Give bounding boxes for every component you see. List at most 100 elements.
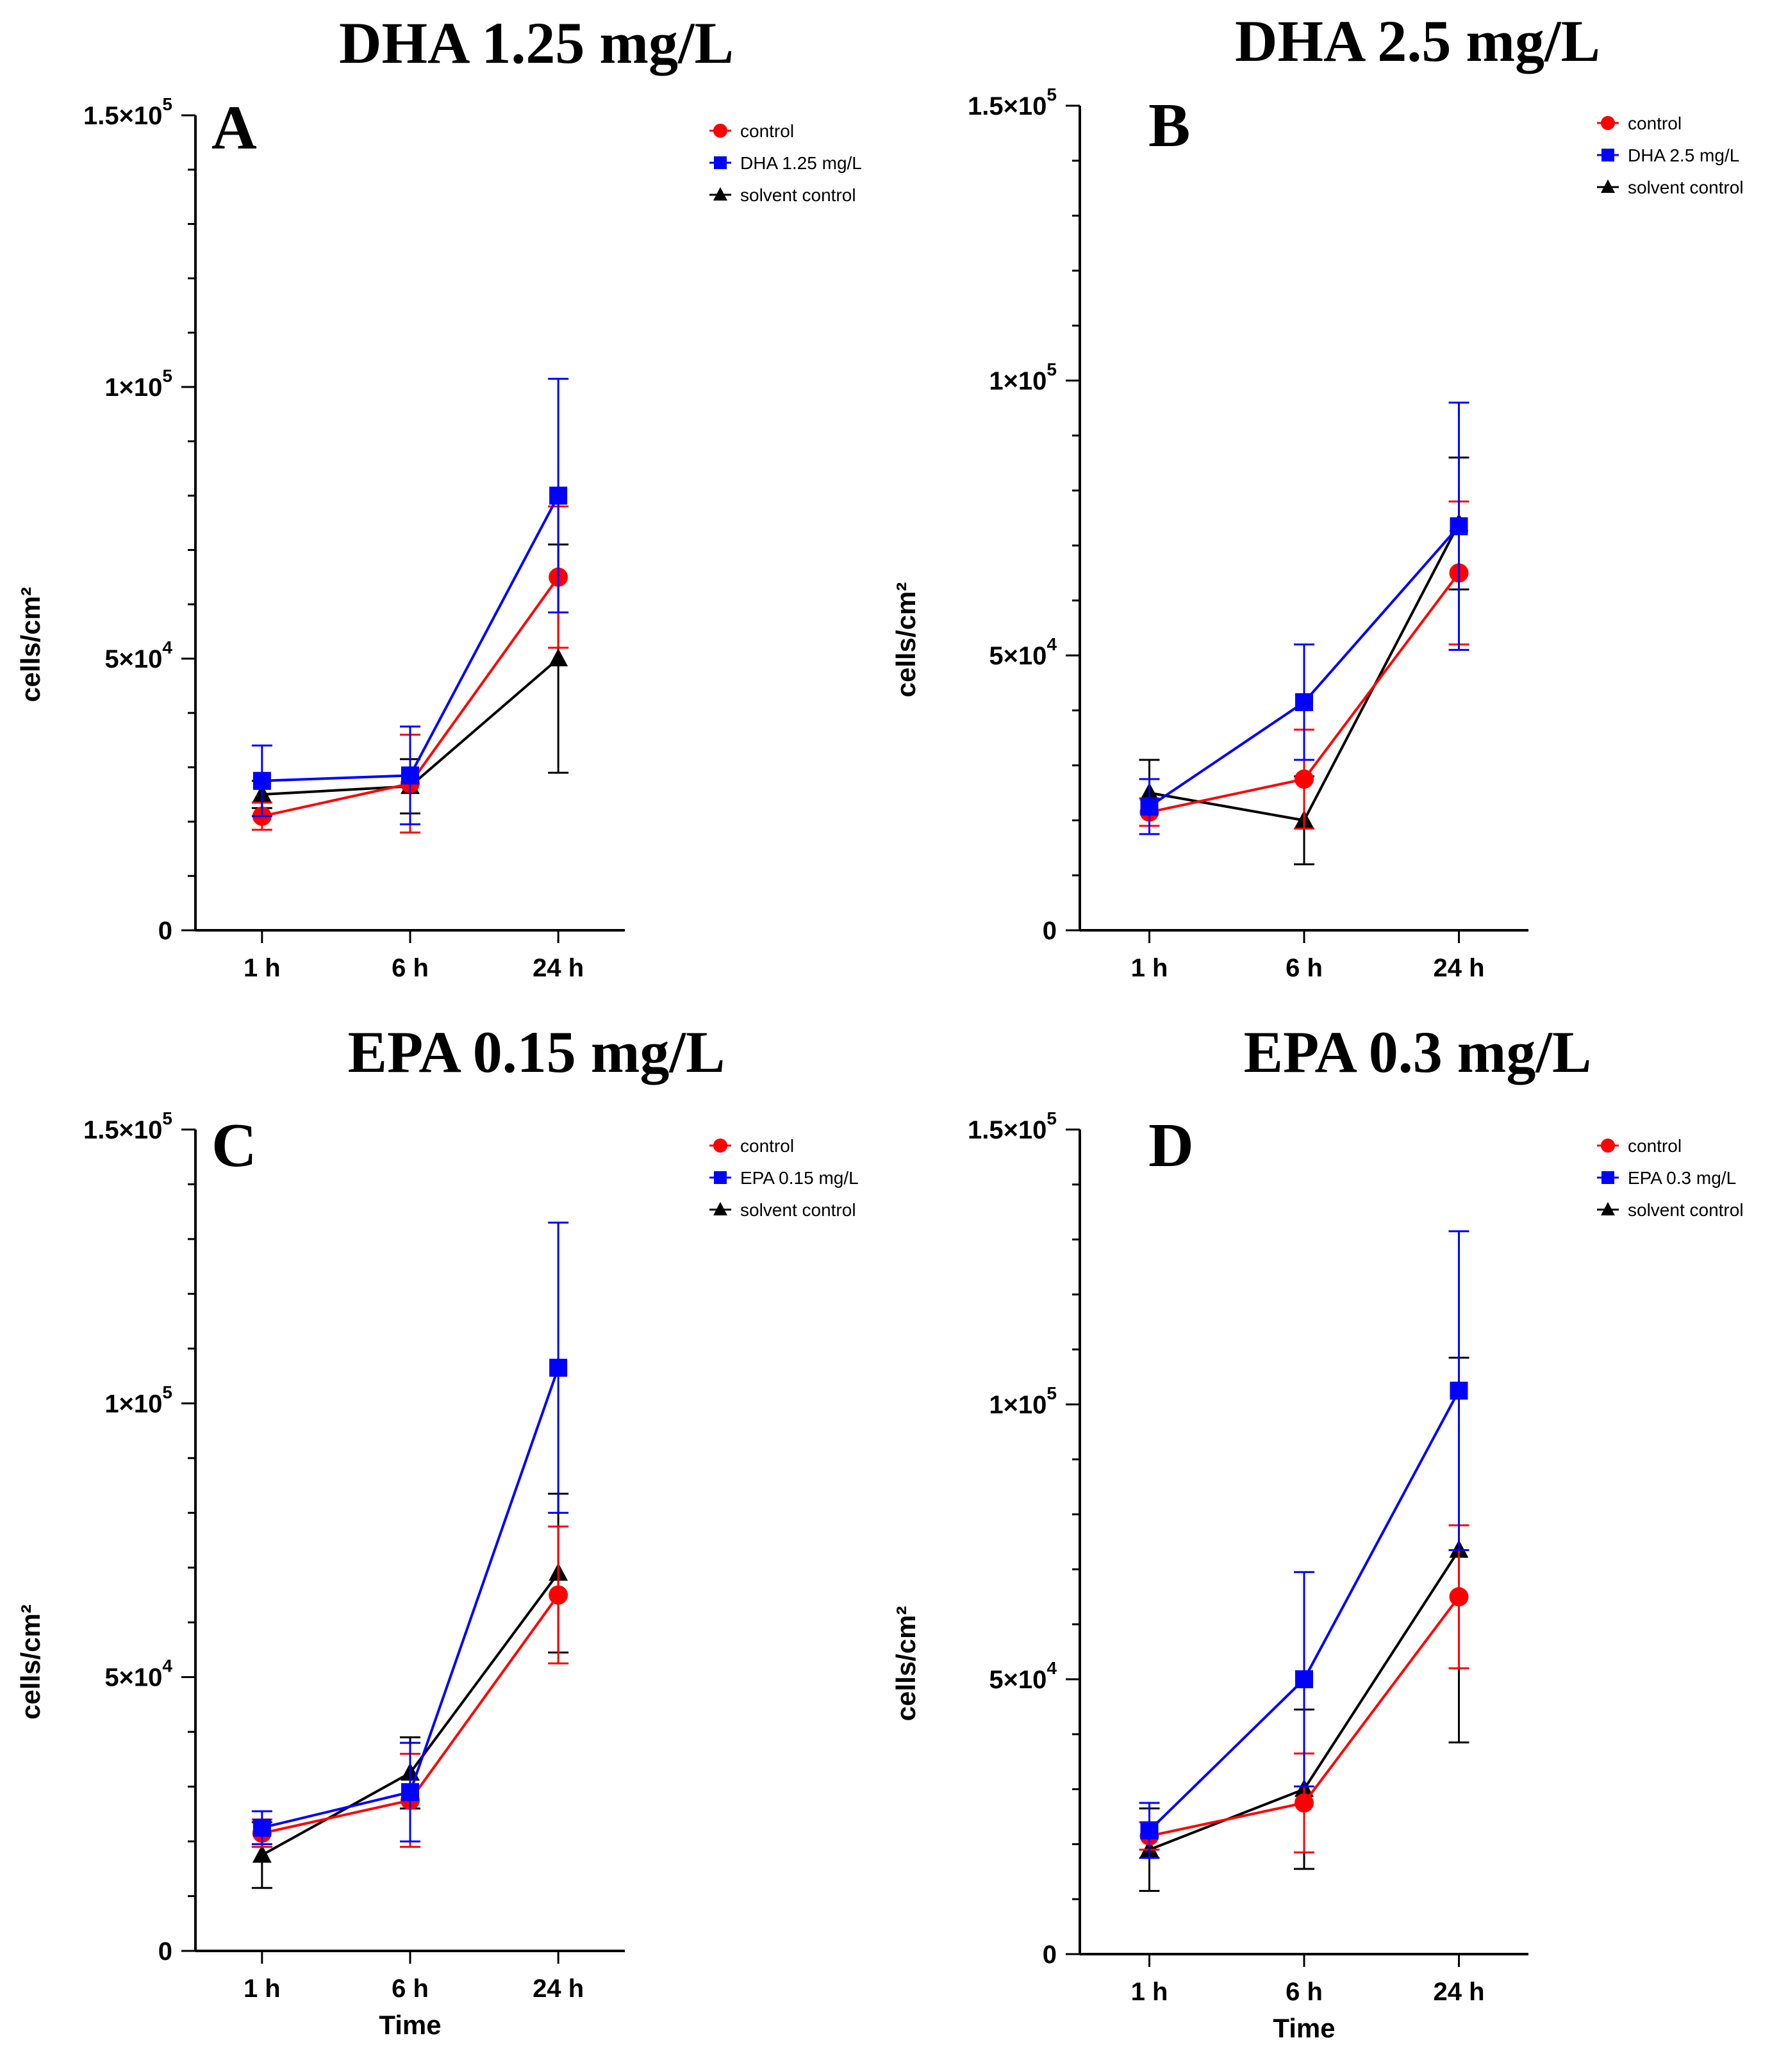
data-point [1140,1821,1159,1839]
y-tick-label: 1.5×105 [968,85,1057,120]
data-point [1450,1381,1468,1400]
data-point [1295,769,1314,789]
data-point [1295,1793,1314,1813]
legend-label: solvent control [1628,177,1744,197]
y-tick-base: 1.5×10 [83,102,162,130]
data-point [401,766,419,785]
x-tick-label: 1 h [1131,954,1168,982]
series-epa-0-3-mg-l [1139,1230,1469,1859]
y-tick-label: 0 [1043,917,1057,945]
legend: control EPA 0.3 mg/L solvent control [1597,1136,1744,1220]
data-point [549,1358,568,1377]
y-tick-exponent: 4 [1047,634,1057,654]
panel-title: DHA 2.5 mg/L [1235,8,1600,74]
y-tick-label: 5×104 [104,1656,172,1692]
y-tick-exponent: 4 [162,637,172,657]
legend-marker [1601,116,1615,130]
x-tick-label: 24 h [533,954,584,982]
x-tick-label: 1 h [244,1975,281,2003]
data-point [401,1783,419,1802]
data-point [1295,1670,1313,1688]
y-tick-base: 1×10 [989,367,1047,395]
legend-marker [1601,149,1614,161]
y-tick-base: 1×10 [104,374,162,402]
x-tick-label: 1 h [1131,1978,1168,2006]
y-axis-label: cells/cm² [15,587,46,702]
y-axis-label: cells/cm² [15,1604,46,1720]
panel-d: EPA 0.3 mg/L D 0 5×104 1×105 1.5×105 cells/cm²… [891,1019,1744,2043]
y-tick-label: 5×104 [104,637,172,673]
x-tick-label: 1 h [244,954,281,982]
panel-title: DHA 1.25 mg/L [339,10,734,76]
y-tick-exponent: 5 [162,1108,172,1128]
x-tick-label: 24 h [1433,954,1484,982]
y-tick-exponent: 4 [162,1656,172,1676]
data-point [252,1845,272,1863]
y-tick-exponent: 4 [1047,1658,1057,1678]
y-tick-label: 1×105 [989,359,1057,395]
data-point [1140,797,1159,816]
y-tick-base: 0 [158,1937,172,1966]
legend-label: EPA 0.3 mg/L [1628,1168,1736,1188]
data-point [549,648,568,666]
y-tick-base: 0 [1043,1941,1057,1969]
x-tick-label: 6 h [392,954,429,982]
legend-label: control [740,1136,794,1156]
y-tick-exponent: 5 [162,366,172,386]
legend-label: solvent control [740,1200,856,1220]
y-tick-exponent: 5 [162,94,172,114]
legend-label: DHA 1.25 mg/L [740,153,862,173]
legend: control EPA 0.15 mg/L solvent control [709,1136,859,1220]
x-tick-label: 6 h [1286,1978,1323,2006]
y-tick-label: 1.5×105 [83,94,172,130]
y-tick-base: 0 [1043,917,1057,945]
y-tick-base: 1.5×10 [968,1116,1047,1144]
y-tick-label: 1×105 [989,1383,1057,1419]
legend-marker [1601,179,1615,193]
legend: control DHA 2.5 mg/L solvent control [1597,113,1744,197]
y-axis-label: cells/cm² [891,1606,921,1722]
x-axis-label: Time [1273,2013,1335,2043]
x-axis-label: Time [379,2010,441,2040]
panel-c: EPA 0.15 mg/LC05×1041×1051.5×105cells/cm… [15,1019,859,2040]
y-tick-label: 5×104 [989,634,1057,670]
series-dha-2-5-mg-l [1139,401,1469,835]
panel-letter: A [211,94,257,163]
y-tick-exponent: 5 [1047,1108,1057,1128]
legend-label: DHA 2.5 mg/L [1628,145,1739,165]
x-tick-label: 24 h [1433,1978,1484,2006]
data-point [252,771,271,790]
legend-marker [714,156,727,169]
legend-marker [1601,1171,1614,1184]
x-tick-label: 24 h [533,1975,584,2003]
y-tick-exponent: 5 [1047,359,1057,379]
legend: control DHA 1.25 mg/L solvent control [709,121,862,205]
y-tick-label: 5×104 [989,1658,1057,1694]
series-epa-0-15-mg-l [251,1221,569,1845]
series-dha-1-25-mg-l [251,377,569,826]
y-tick-base: 1.5×10 [83,1116,162,1144]
legend-marker [1601,1139,1615,1153]
y-tick-label: 1×105 [104,1382,172,1418]
data-point [252,1818,271,1837]
legend-marker [713,124,727,138]
x-tick-label: 6 h [1286,954,1323,982]
panel-letter: C [211,1111,257,1180]
x-tick-label: 6 h [392,1975,429,2003]
legend-label: control [1628,1136,1682,1156]
legend-marker [713,1202,727,1215]
y-axis-label: cells/cm² [891,582,921,698]
panel-letter: B [1148,91,1190,160]
y-tick-label: 0 [158,917,172,945]
panel-letter: D [1148,1111,1194,1180]
legend-marker [1601,1202,1615,1215]
y-tick-base: 1×10 [104,1390,162,1418]
legend-marker [713,1139,727,1153]
y-tick-exponent: 5 [1047,85,1057,104]
y-tick-base: 5×10 [989,1666,1047,1694]
panel-a: DHA 1.25 mg/LA05×1041×1051.5×105cells/cm… [15,10,862,982]
legend-marker [714,1171,727,1184]
y-tick-label: 1×105 [104,366,172,402]
data-point [1449,1587,1469,1607]
